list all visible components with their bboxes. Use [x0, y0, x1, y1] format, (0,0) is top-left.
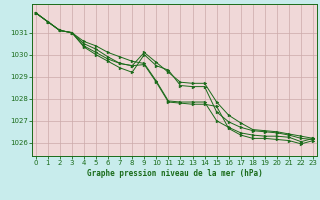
- X-axis label: Graphe pression niveau de la mer (hPa): Graphe pression niveau de la mer (hPa): [86, 169, 262, 178]
